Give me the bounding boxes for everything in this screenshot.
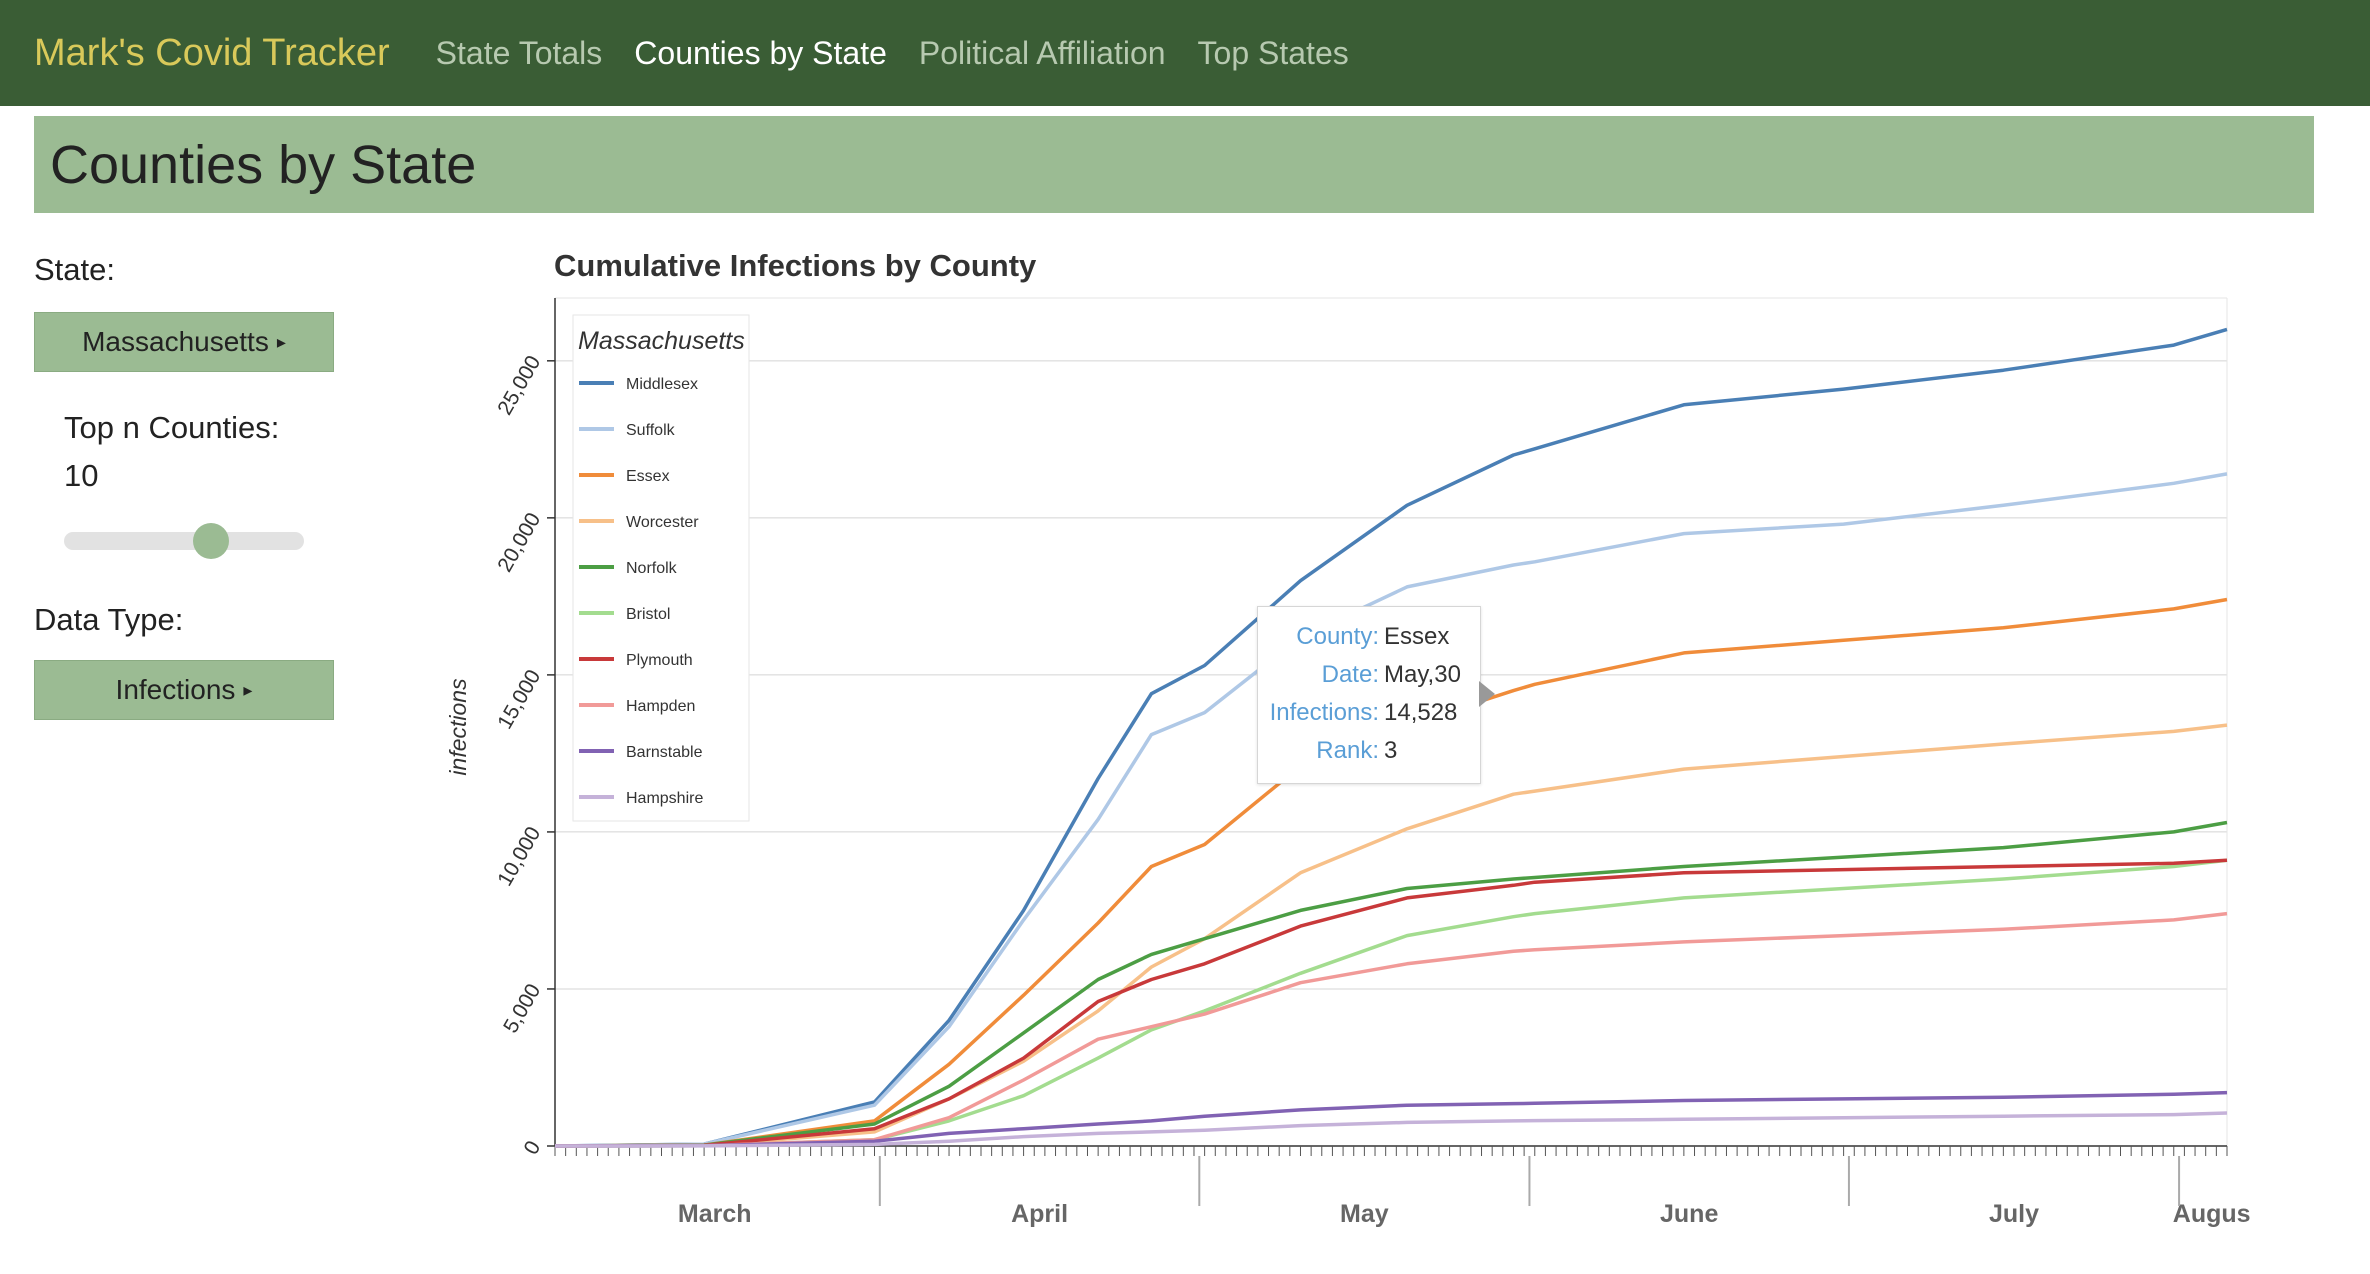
caret-right-icon: ▸ (276, 331, 286, 352)
nav-counties-by-state[interactable]: Counties by State (634, 34, 887, 71)
page-header: Counties by State (34, 116, 2314, 213)
x-month-label: Augus (2173, 1200, 2250, 1228)
series-line-bristol (554, 858, 2228, 1148)
legend-item-label: Bristol (626, 606, 670, 623)
x-month-label: June (1660, 1200, 1718, 1228)
x-month-label: April (1011, 1200, 1068, 1228)
app-brand[interactable]: Mark's Covid Tracker (34, 31, 390, 74)
legend-item-label: Hampshire (626, 790, 703, 807)
series-line-plymouth (554, 858, 2228, 1148)
nav-top-states[interactable]: Top States (1197, 34, 1349, 71)
legend-item-label: Hampden (626, 698, 695, 715)
top-n-value: 10 (64, 458, 99, 493)
state-label: State: (34, 252, 115, 287)
tooltip-date-value: May,30 (1384, 661, 1461, 688)
series-line-norfolk (554, 820, 2228, 1148)
y-tick-label: 10,000 (493, 823, 545, 890)
x-month-label: May (1340, 1200, 1389, 1228)
chart-tooltip: County: Essex Date: May,30 Infections: 1… (1257, 606, 1481, 784)
tooltip-county-key: County: (1296, 623, 1379, 650)
caret-right-icon: ▸ (243, 679, 253, 700)
state-dropdown-button[interactable]: Massachusetts ▸ (34, 312, 334, 372)
state-dropdown-value: Massachusetts (82, 326, 269, 357)
infections-line-chart: Cumulative Infections by County 0 5,000 10,… (445, 248, 2250, 1228)
data-type-dropdown-button[interactable]: Infections ▸ (34, 660, 334, 720)
data-type-label: Data Type: (34, 602, 184, 637)
tooltip-rank-key: Rank: (1316, 737, 1379, 764)
y-axis-label: infections (445, 678, 471, 776)
nav-state-totals[interactable]: State Totals (435, 34, 603, 71)
tooltip-county-value: Essex (1384, 623, 1450, 650)
y-tick-label: 0 (520, 1137, 546, 1159)
legend-item-label: Essex (626, 468, 670, 485)
chart-title: Cumulative Infections by County (554, 248, 1037, 283)
series-line-hampshire (554, 1111, 2228, 1148)
legend-item-label: Middlesex (626, 376, 698, 393)
y-tick-label: 20,000 (493, 509, 545, 576)
tooltip-infections-key: Infections: (1269, 699, 1379, 726)
series-line-suffolk (554, 472, 2228, 1148)
page-title: Counties by State (50, 134, 477, 195)
nav-political-affiliation[interactable]: Political Affiliation (918, 34, 1166, 71)
x-month-label: July (1989, 1200, 2039, 1228)
tooltip-infections-value: 14,528 (1384, 699, 1458, 726)
tooltip-date-key: Date: (1321, 661, 1379, 688)
legend-item-label: Worcester (626, 514, 699, 531)
legend-item-label: Suffolk (626, 422, 676, 439)
legend-item-label: Barnstable (626, 744, 703, 761)
y-tick-label: 25,000 (493, 352, 545, 419)
top-navbar: Mark's Covid Tracker State Totals Counti… (0, 0, 2370, 106)
tooltip-rank-value: 3 (1384, 737, 1398, 764)
chart-legend: Massachusetts Middlesex Suffolk Essex Worces… (572, 314, 750, 822)
series-line-hampden (554, 911, 2228, 1148)
y-tick-label: 15,000 (493, 666, 545, 733)
legend-title: Massachusetts (578, 327, 745, 355)
series-line-worcester (554, 723, 2228, 1148)
legend-item-label: Norfolk (626, 560, 678, 577)
series-line-middlesex (554, 327, 2228, 1148)
series-line-barnstable (554, 1090, 2228, 1148)
data-type-dropdown-value: Infections (115, 674, 236, 705)
x-month-label: March (678, 1200, 752, 1228)
y-tick-label: 5,000 (499, 980, 545, 1037)
top-n-slider-handle[interactable] (193, 523, 229, 559)
legend-item-label: Plymouth (626, 652, 693, 669)
tooltip-pointer-icon (1479, 681, 1495, 707)
top-n-slider-track[interactable] (64, 532, 304, 550)
top-n-label: Top n Counties: (64, 410, 280, 445)
